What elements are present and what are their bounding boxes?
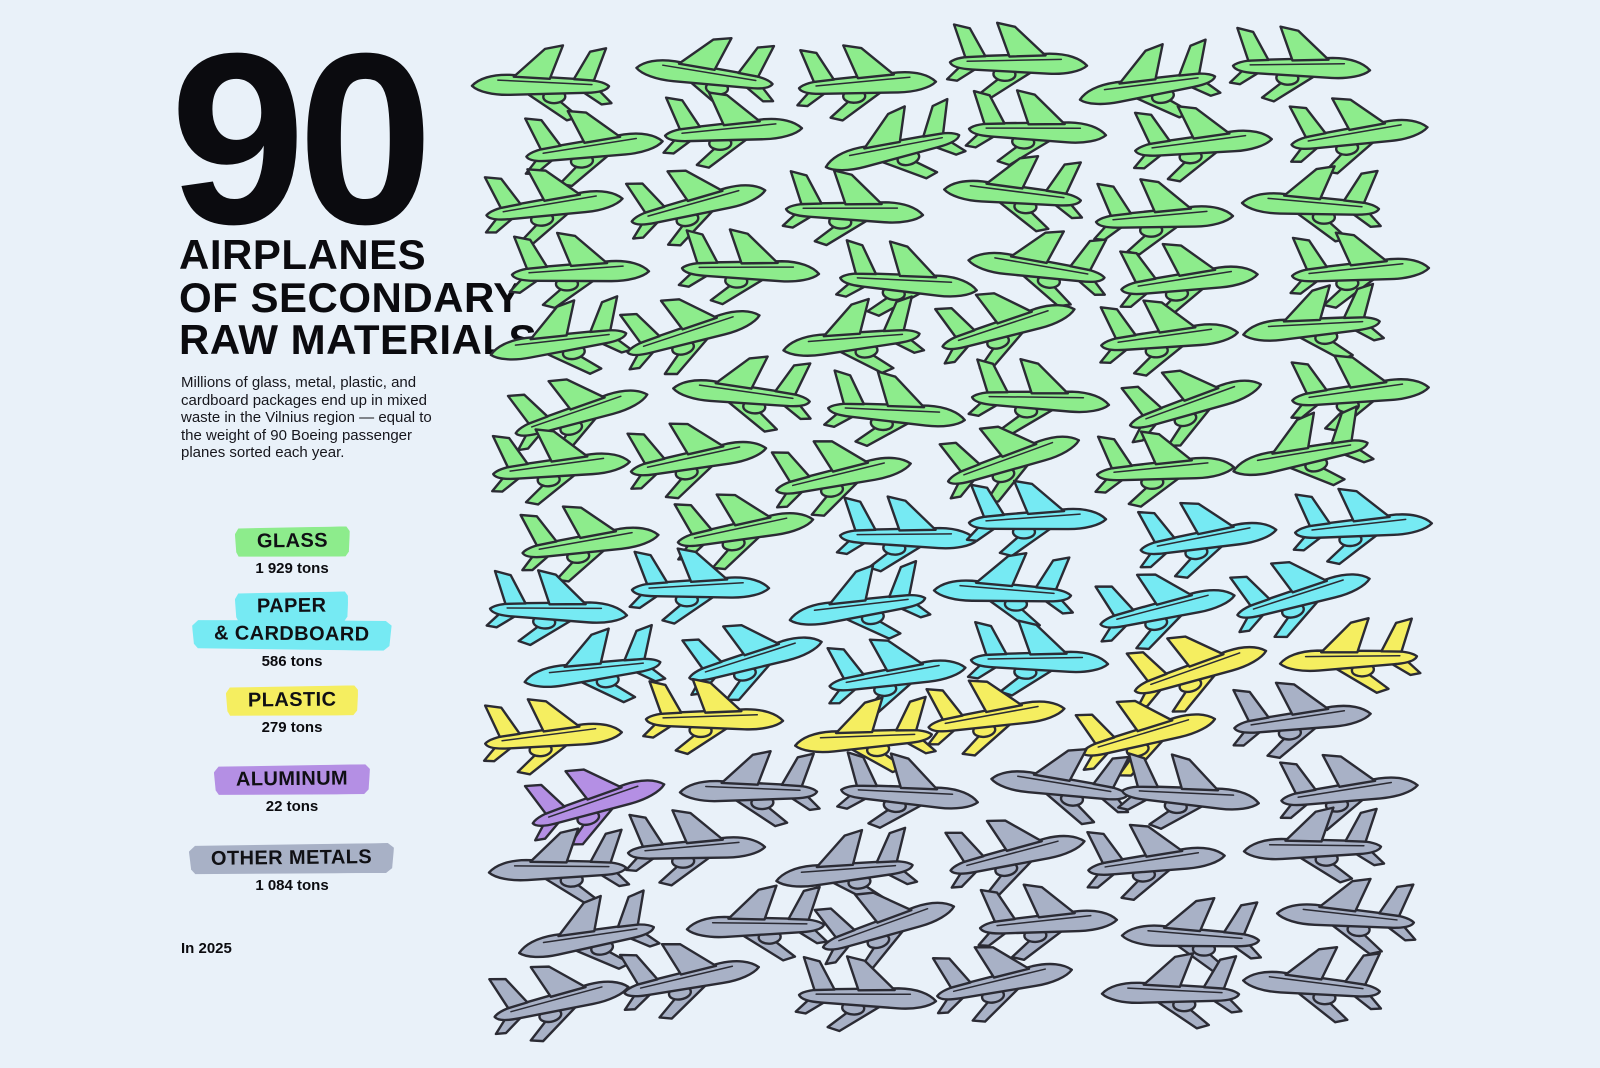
- airplane-icon: [672, 602, 837, 719]
- airplane-icon: [762, 424, 924, 532]
- headline-number: 90: [170, 2, 433, 275]
- airplane-icon: [618, 408, 778, 512]
- headline: AIRPLANES OF SECONDARY RAW MATERIALS: [179, 231, 538, 363]
- airplane-icon: [982, 739, 1139, 836]
- airplane-icon: [941, 18, 1095, 110]
- airplane-icon: [511, 494, 669, 593]
- legend-item-paper_cardboard: PAPER & CARDBOARD 586 tons: [192, 592, 392, 670]
- airplane-icon: [1089, 427, 1241, 515]
- airplane-icon: [1218, 398, 1384, 515]
- airplane-icon: [484, 422, 639, 515]
- airplane-icon: [829, 745, 988, 846]
- airplane-icon: [475, 158, 632, 256]
- airplane-icon: [610, 276, 776, 394]
- legend-tons-aluminum: 22 tons: [265, 798, 319, 815]
- airplane-icon: [925, 269, 1091, 387]
- airplane-icon: [776, 165, 932, 260]
- airplane-icon: [785, 690, 943, 790]
- airplane-icon: [962, 616, 1117, 709]
- airplane-icon: [776, 554, 939, 665]
- legend-item-plastic: PLASTIC 279 tons: [226, 686, 358, 736]
- airplane-icon: [1223, 21, 1378, 114]
- airplane-icon: [511, 618, 673, 727]
- airplane-icon: [1066, 678, 1231, 793]
- airplane-icon: [1287, 483, 1440, 573]
- airplane-icon: [480, 823, 635, 917]
- legend-tons-other_metals: 1 084 tons: [255, 877, 329, 894]
- airplane-icon: [1269, 873, 1422, 963]
- legend-item-glass: GLASS 1 929 tons: [235, 527, 350, 577]
- airplane-icon: [1220, 538, 1386, 655]
- airplane-icon: [1270, 612, 1426, 708]
- airplane-icon: [1224, 673, 1380, 768]
- legend-item-other_metals: OTHER METALS 1 084 tons: [189, 844, 394, 894]
- airplane-icon: [929, 400, 1096, 522]
- airplane-icon: [478, 289, 641, 399]
- airplane-icon: [818, 627, 976, 726]
- airplane-icon: [1232, 277, 1391, 379]
- airplane-icon: [927, 551, 1078, 636]
- legend-tons-plastic: 279 tons: [261, 719, 323, 736]
- airplane-icon: [1078, 815, 1234, 910]
- description: Millions of glass, metal, plastic, and c…: [181, 374, 432, 461]
- airplane-icon: [1283, 228, 1435, 316]
- airplane-icon: [479, 946, 642, 1057]
- legend-tons-paper_cardboard: 586 tons: [261, 653, 323, 670]
- airplane-icon: [637, 675, 790, 765]
- airplane-icon: [516, 101, 672, 197]
- airplane-icon: [624, 545, 775, 632]
- airplane-icon: [672, 224, 828, 318]
- airplane-icon: [765, 821, 926, 926]
- airplane-icon: [1280, 87, 1437, 185]
- airplane-icon: [673, 747, 826, 836]
- airplane-icon: [1111, 746, 1270, 847]
- airplane-icon: [817, 363, 976, 464]
- airplane-icon: [805, 866, 972, 987]
- airplane-icon: [610, 927, 771, 1034]
- airplane-icon: [958, 220, 1115, 318]
- airplane-icon: [917, 668, 1075, 767]
- airplane-icon: [616, 150, 780, 262]
- airplane-icon: [679, 880, 834, 973]
- airplane-icon: [1125, 98, 1279, 190]
- airplane-icon: [1117, 611, 1284, 731]
- airplane-icon: [1091, 292, 1246, 385]
- legend-item-aluminum: ALUMINUM 22 tons: [214, 765, 370, 815]
- airplane-icon: [789, 951, 945, 1046]
- airplane-icon: [1089, 176, 1240, 262]
- airplane-icon: [1235, 940, 1389, 1032]
- airplane-icon: [476, 692, 630, 784]
- airplane-icon: [1095, 950, 1247, 1038]
- airplane-icon: [465, 42, 617, 130]
- airplane-icon: [515, 744, 682, 864]
- airplane-icon: [828, 233, 987, 334]
- airplane-icon: [972, 880, 1125, 969]
- airplane-icon: [936, 149, 1090, 241]
- airplane-icon: [1129, 490, 1288, 591]
- airplane-icon: [935, 801, 1098, 911]
- airplane-icon: [1235, 802, 1390, 895]
- airplane-icon: [504, 883, 669, 998]
- airplane-icon: [923, 929, 1085, 1036]
- legend: GLASS 1 929 tons PAPER & CARDBOARD 586 tons P…: [178, 527, 406, 894]
- airplane-icon: [1085, 555, 1248, 665]
- airplane-icon: [620, 807, 771, 893]
- airplane-icon: [664, 348, 819, 442]
- airplane-icon: [962, 352, 1119, 449]
- airplane-icon: [772, 289, 933, 395]
- airplane-icon: [1110, 234, 1266, 330]
- airplane-icon: [810, 91, 977, 211]
- airplane-icon: [962, 478, 1112, 563]
- airplane-icon: [791, 42, 943, 129]
- airplane-icon: [657, 88, 809, 176]
- legend-tons-glass: 1 929 tons: [255, 560, 329, 577]
- footnote: In 2025: [181, 940, 232, 957]
- airplane-icon: [480, 564, 636, 659]
